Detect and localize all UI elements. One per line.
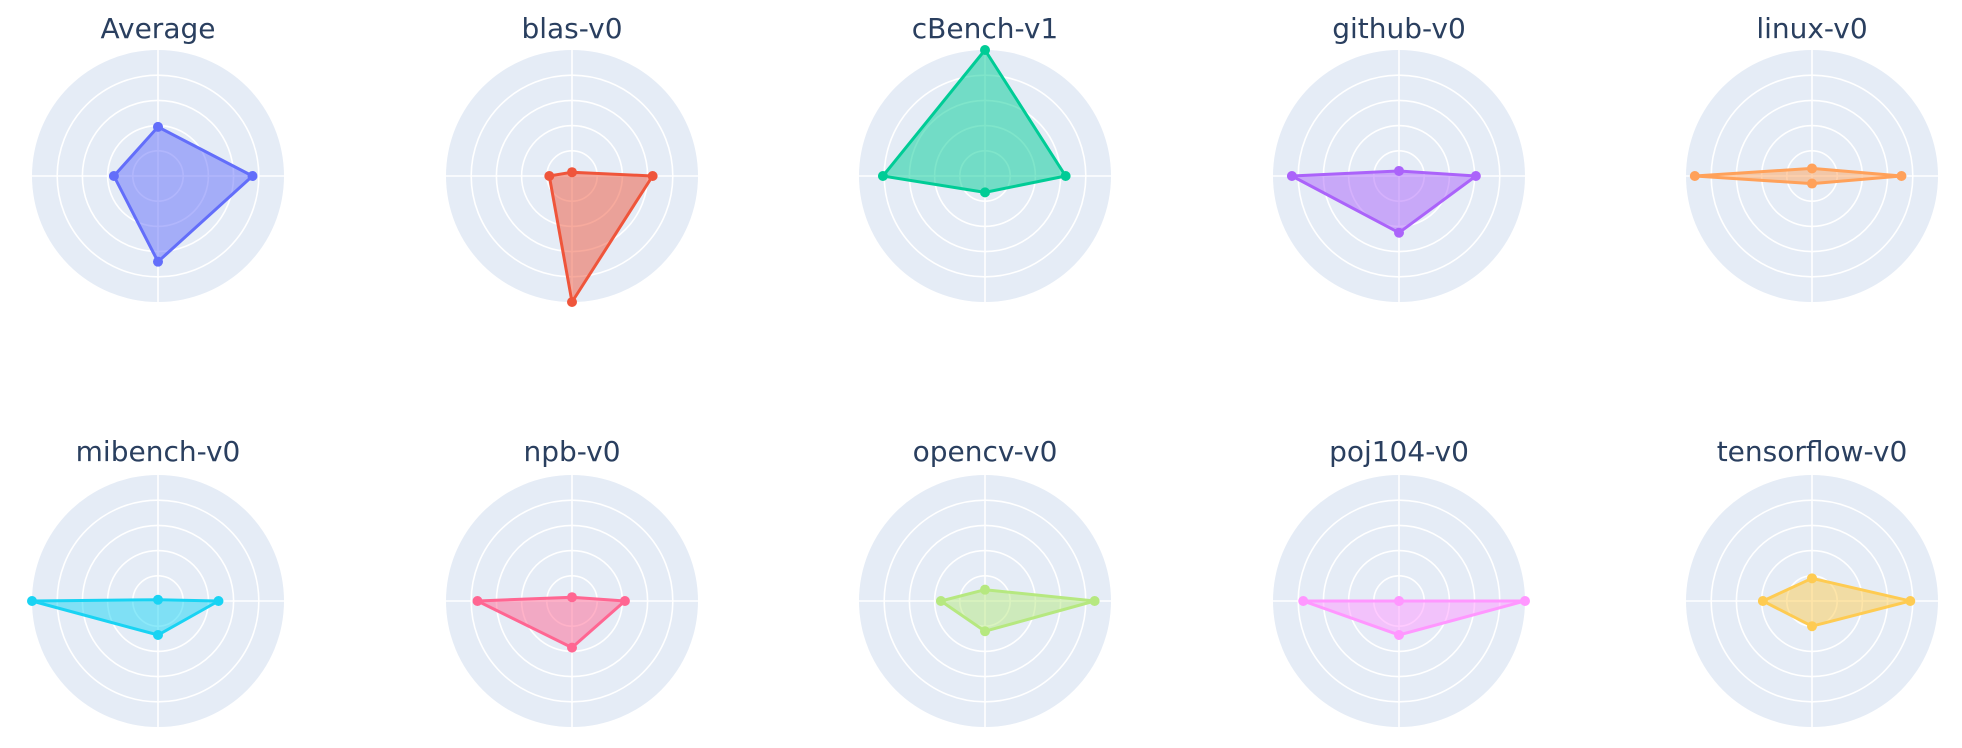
trace-area	[1303, 601, 1525, 635]
trace-area	[1762, 578, 1911, 627]
radar-chart-tensorflow-v0: tensorflow-v0	[1686, 435, 1938, 727]
data-point	[1807, 621, 1817, 632]
data-point	[1060, 171, 1071, 181]
radar-chart-average: Average	[32, 12, 284, 302]
data-point	[1394, 165, 1404, 176]
data-point	[153, 630, 163, 641]
data-point	[27, 596, 37, 606]
chart-title: opencv-v0	[913, 435, 1058, 468]
data-point	[567, 592, 577, 603]
trace-area	[113, 126, 253, 262]
data-point	[1807, 163, 1817, 174]
data-point	[1807, 573, 1817, 584]
trace-area	[477, 597, 625, 648]
data-point	[877, 171, 888, 181]
data-point	[567, 642, 577, 653]
radar-chart-github-v0: github-v0	[1273, 12, 1525, 302]
data-point	[1896, 171, 1907, 181]
data-point	[1757, 596, 1768, 606]
trace-area	[882, 50, 1066, 193]
data-point	[247, 171, 258, 181]
chart-title: mibench-v0	[76, 435, 241, 468]
data-point	[213, 596, 224, 606]
data-point	[1470, 171, 1481, 181]
data-point	[1089, 596, 1100, 606]
radar-chart-npb-v0: npb-v0	[446, 435, 698, 727]
data-point	[1689, 171, 1700, 181]
chart-title: cBench-v1	[912, 12, 1058, 45]
data-point	[619, 596, 630, 606]
chart-title: poj104-v0	[1329, 435, 1469, 468]
data-point	[1394, 630, 1404, 641]
data-point	[1298, 596, 1309, 606]
data-point	[1286, 171, 1297, 181]
data-point	[1905, 596, 1916, 606]
data-point	[980, 45, 990, 55]
data-point	[153, 256, 163, 267]
trace-area	[549, 172, 653, 302]
data-point	[567, 167, 577, 178]
data-point	[980, 187, 990, 198]
radar-chart-poj104-v0: poj104-v0	[1273, 435, 1530, 727]
radar-chart-opencv-v0: opencv-v0	[859, 435, 1111, 727]
chart-title: github-v0	[1332, 12, 1466, 45]
trace-area	[1291, 171, 1476, 233]
radar-chart-cbench-v1: cBench-v1	[859, 12, 1111, 302]
data-point	[153, 121, 163, 132]
data-point	[935, 596, 946, 606]
trace-area	[940, 589, 1095, 632]
data-point	[567, 297, 577, 307]
data-point	[647, 171, 658, 181]
data-point	[1807, 178, 1817, 189]
chart-title: Average	[101, 12, 216, 45]
radar-chart-mibench-v0: mibench-v0	[27, 435, 284, 727]
data-point	[544, 171, 555, 181]
data-point	[1520, 596, 1530, 606]
data-point	[1394, 596, 1404, 606]
radar-chart-blas-v0: blas-v0	[446, 12, 698, 307]
data-point	[1394, 227, 1404, 238]
data-point	[472, 596, 483, 606]
chart-title: blas-v0	[521, 12, 622, 45]
data-point	[153, 594, 163, 605]
chart-title: tensorflow-v0	[1717, 435, 1908, 468]
data-point	[980, 584, 990, 595]
chart-title: npb-v0	[523, 435, 620, 468]
radar-chart-linux-v0: linux-v0	[1686, 12, 1938, 302]
chart-title: linux-v0	[1756, 12, 1867, 45]
data-point	[108, 171, 119, 181]
data-point	[980, 626, 990, 637]
